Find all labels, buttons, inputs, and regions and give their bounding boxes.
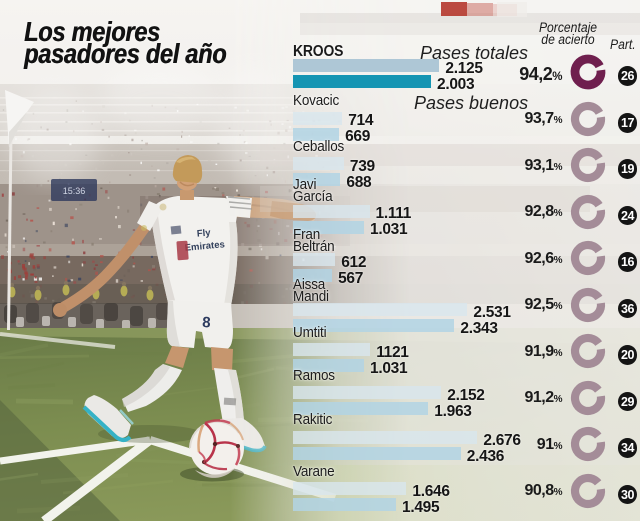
svg-text:15:36: 15:36 [63, 186, 86, 196]
svg-text:Emirates: Emirates [184, 239, 225, 253]
svg-text:8: 8 [202, 314, 211, 331]
svg-text:Fly: Fly [196, 227, 211, 239]
